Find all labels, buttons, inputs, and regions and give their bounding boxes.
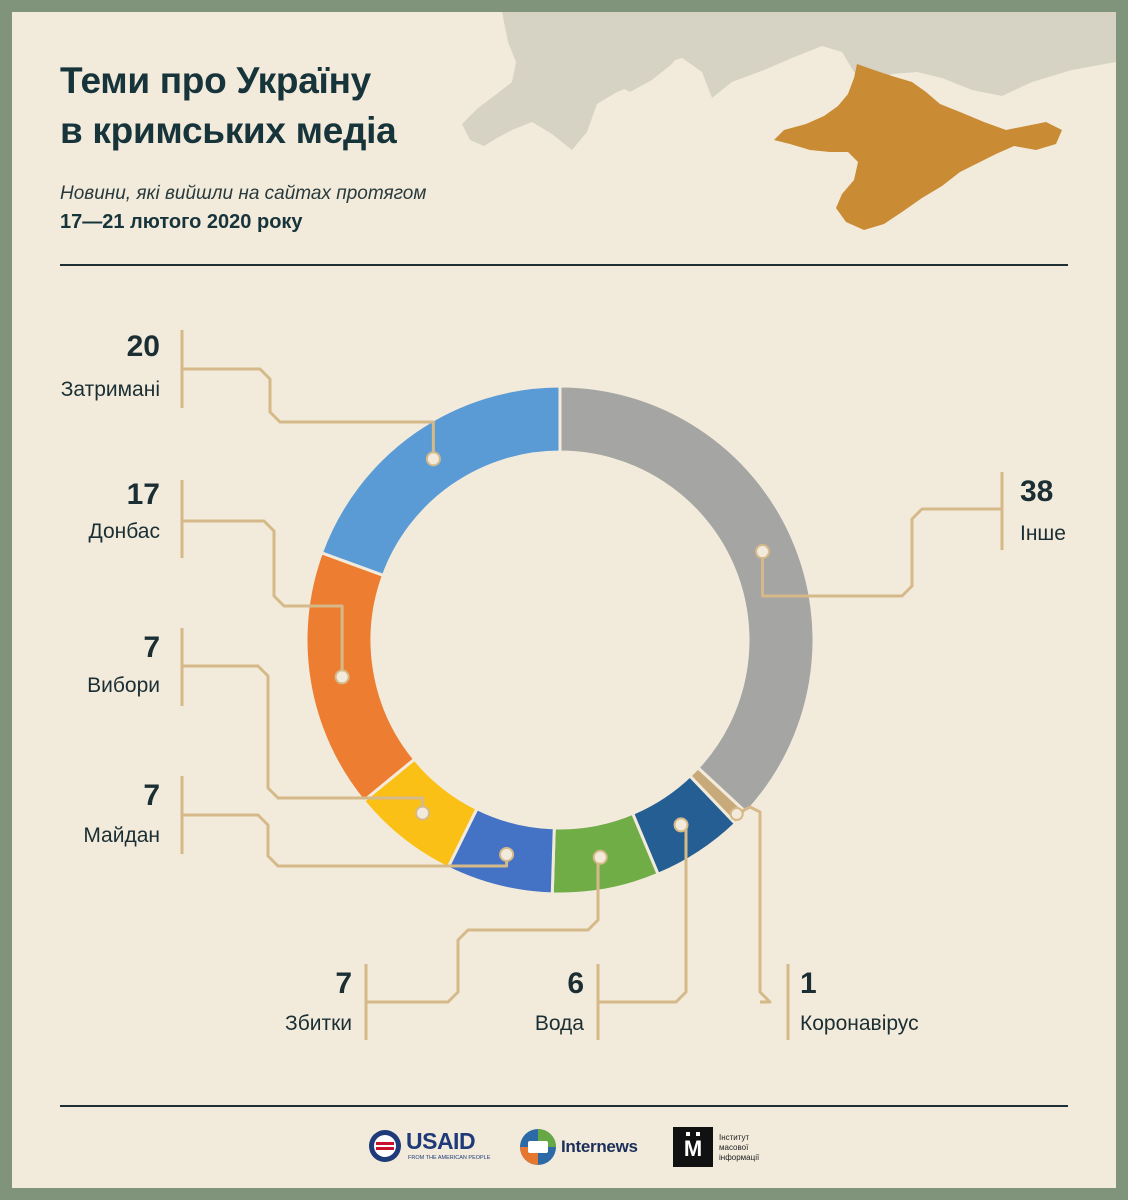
leader-line-koronavirus: [735, 805, 772, 1004]
subtitle-line-2: 17—21 лютого 2020 року: [60, 211, 303, 233]
donut-slice-inshe: [558, 384, 816, 815]
leader-dot-donbas: [334, 669, 350, 685]
title-line-2: в кримських медіа: [60, 110, 397, 151]
imi-text-line-3: інформації: [719, 1153, 760, 1162]
value-label-inshe: 38: [1020, 475, 1054, 508]
mainland-spit: [612, 24, 694, 92]
internews-globe-icon: [520, 1129, 556, 1165]
leader-line-inshe: [761, 507, 1002, 598]
map: [462, 12, 1116, 230]
category-label-zatrymani: Затримані: [60, 378, 160, 401]
imi-logo: М Інститут масової інформації: [673, 1125, 783, 1169]
leader-dot-zatrymani: [425, 451, 441, 467]
category-label-inshe: Інше: [1020, 522, 1066, 545]
title-line-1: Теми про Україну: [60, 60, 371, 101]
value-label-zbytky: 7: [335, 967, 352, 1000]
mainland-shape: [462, 12, 1116, 150]
category-label-donbas: Донбас: [88, 520, 160, 543]
usaid-logo: USAID FROM THE AMERICAN PEOPLE: [368, 1125, 491, 1169]
leader-line-vybory: [182, 664, 425, 814]
internews-logo: Internews: [519, 1125, 659, 1169]
donut-chart: [180, 330, 1004, 1040]
category-label-koronavirus: Коронавірус: [800, 1012, 919, 1035]
imi-mark-icon: М: [673, 1127, 713, 1167]
leader-dot-vybory: [415, 805, 431, 821]
value-label-koronavirus: 1: [800, 967, 817, 1000]
infographic-canvas: [462, 12, 1116, 230]
leader-line-donbas: [182, 519, 344, 677]
value-label-maydan: 7: [143, 779, 160, 812]
leader-dot-zbytky: [592, 849, 608, 865]
donut-slice-zatrymani: [319, 384, 562, 578]
page-title: Теми про Україну в кримських медіа: [60, 56, 397, 156]
category-label-voda: Вода: [534, 1012, 584, 1035]
leader-line-zbytky: [366, 855, 601, 1004]
usaid-seal-icon: [369, 1130, 401, 1162]
footer-divider: [60, 1105, 1068, 1107]
category-label-vybory: Вибори: [87, 674, 160, 697]
usaid-wordmark: USAID: [406, 1128, 476, 1154]
leader-dot-voda: [673, 817, 689, 833]
leader-dot-inshe: [755, 544, 771, 560]
imi-text-line-1: Інститут: [719, 1133, 750, 1142]
leader-dot-koronavirus: [729, 807, 744, 822]
value-label-voda: 6: [567, 967, 584, 1000]
leader-line-maydan: [182, 813, 509, 868]
value-label-vybory: 7: [143, 631, 160, 664]
value-label-donbas: 17: [126, 478, 160, 511]
usaid-tagline: FROM THE AMERICAN PEOPLE: [408, 1155, 491, 1161]
imi-text-line-2: масової: [719, 1143, 749, 1152]
header-divider: [60, 264, 1068, 266]
subtitle-line-1: Новини, які вийшли на сайтах протягом: [60, 183, 427, 204]
category-label-maydan: Майдан: [83, 824, 160, 847]
leader-dot-maydan: [499, 846, 515, 862]
crimea-shape: [774, 64, 1062, 230]
infographic-frame: Теми про Україну в кримських медіа Новин…: [12, 12, 1116, 1188]
leader-line-zatrymani: [182, 367, 435, 459]
category-label-zbytky: Збитки: [285, 1012, 352, 1035]
donut-slice-donbas: [304, 550, 417, 804]
value-label-zatrymani: 20: [126, 330, 160, 363]
internews-wordmark: Internews: [561, 1137, 638, 1156]
